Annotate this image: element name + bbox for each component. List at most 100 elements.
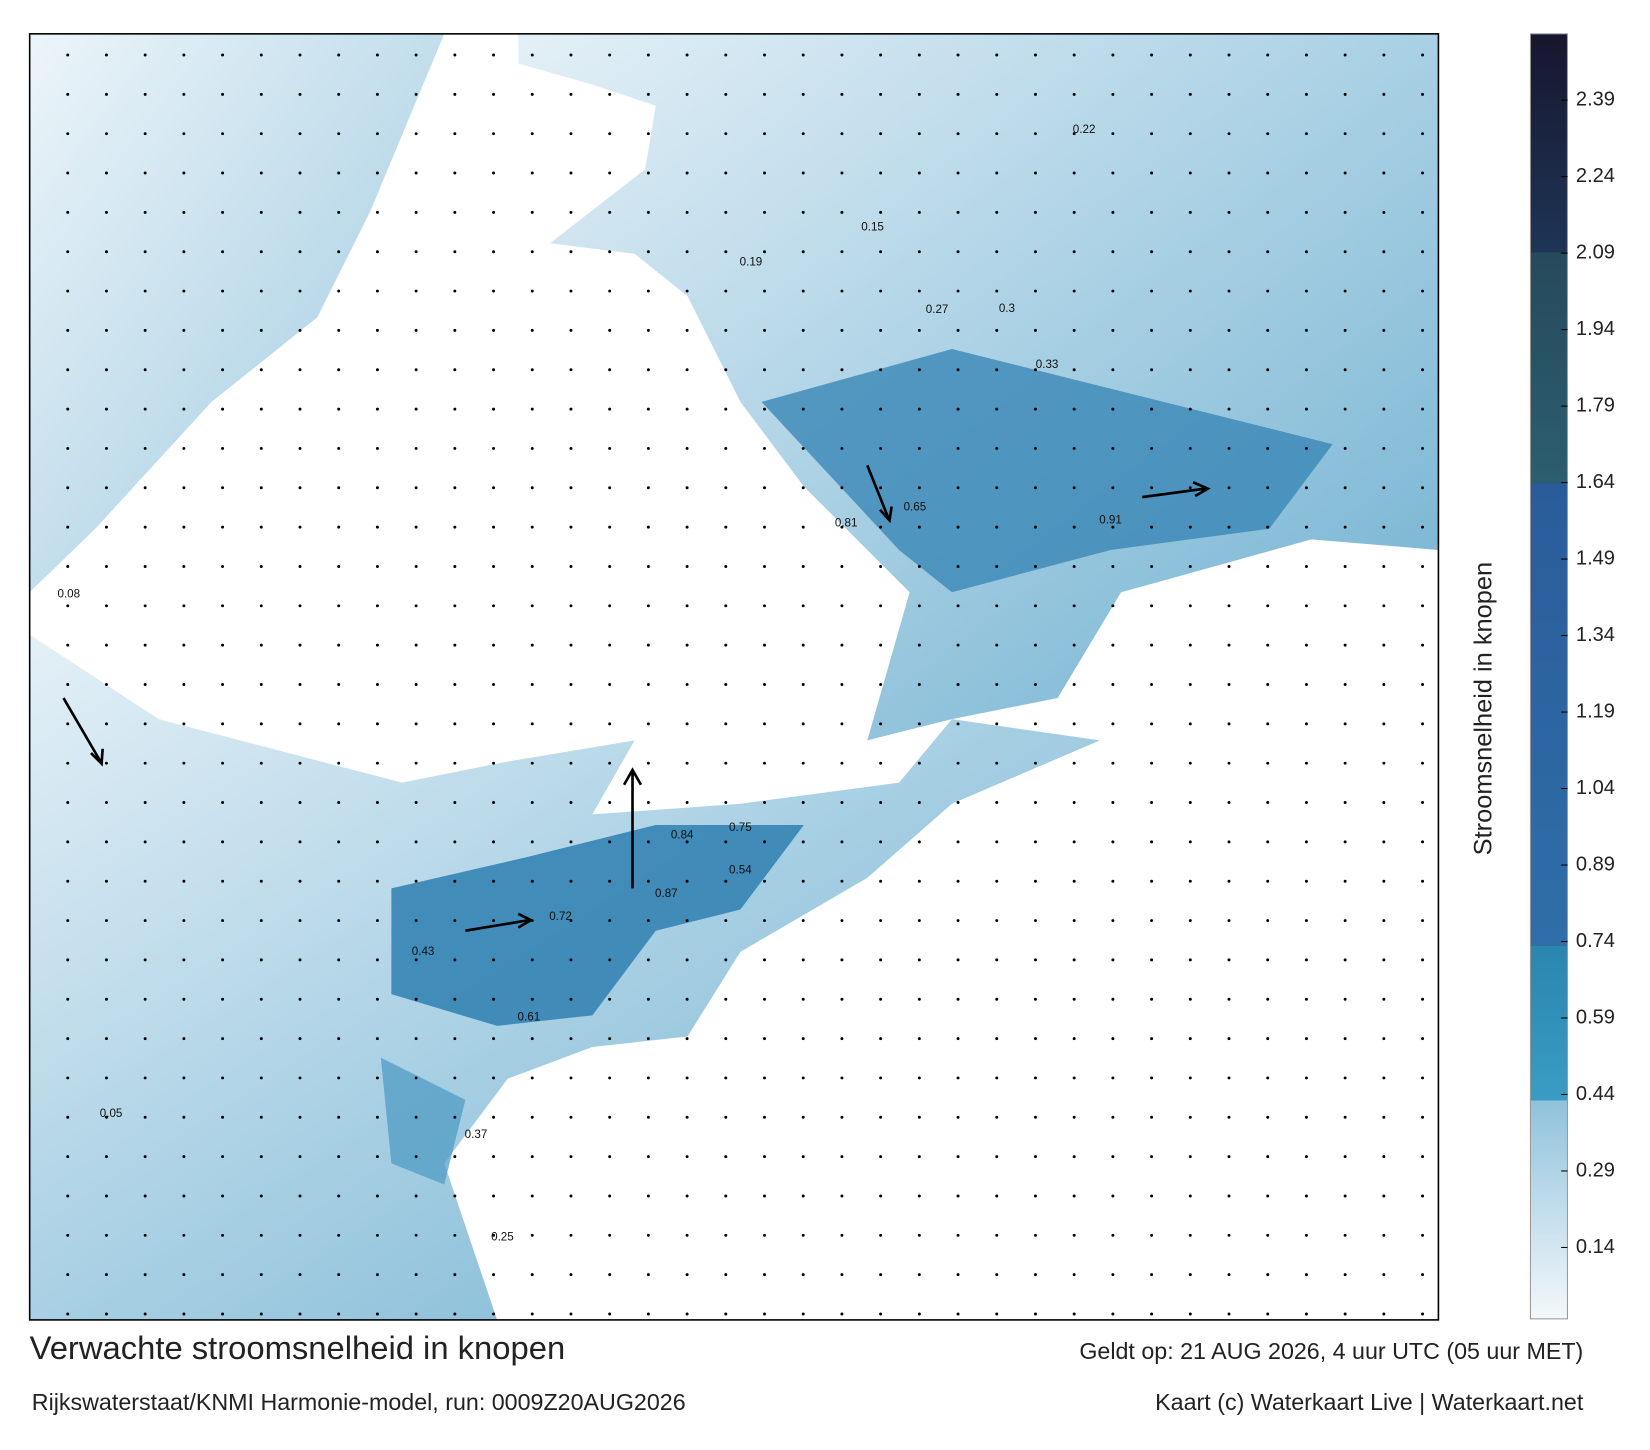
grid-dot: [1033, 92, 1037, 96]
grid-dot: [1033, 486, 1037, 490]
grid-dot: [1343, 486, 1347, 490]
grid-dot: [298, 250, 302, 254]
grid-dot: [1150, 1233, 1154, 1237]
grid-dot: [259, 92, 263, 96]
speed-label: 0.15: [861, 220, 884, 233]
grid-dot: [1304, 525, 1308, 529]
grid-dot: [1266, 1194, 1270, 1198]
grid-dot: [298, 1076, 302, 1080]
grid-dot: [1421, 919, 1425, 923]
grid-dot: [763, 722, 766, 726]
grid-dot: [879, 486, 883, 490]
grid-dot: [1150, 289, 1154, 293]
grid-dot: [1382, 1312, 1386, 1316]
grid-dot: [1033, 368, 1037, 372]
grid-dot: [801, 1115, 805, 1119]
grid-dot: [104, 958, 108, 962]
grid-dot: [801, 604, 805, 608]
grid-dot: [298, 564, 302, 568]
grid-dot: [337, 1037, 341, 1041]
grid-dot: [1343, 643, 1347, 647]
grid-dot: [879, 801, 883, 805]
grid-dot: [1227, 1233, 1231, 1237]
grid-dot: [1227, 1194, 1231, 1198]
grid-dot: [1304, 92, 1308, 96]
grid-dot: [763, 1233, 766, 1237]
grid-dot: [530, 210, 534, 214]
grid-dot: [956, 801, 960, 805]
grid-dot: [414, 958, 418, 962]
grid-dot: [917, 1115, 921, 1119]
grid-dot: [337, 486, 341, 490]
grid-dot: [840, 1115, 844, 1119]
grid-dot: [1304, 761, 1308, 765]
grid-dot: [917, 486, 921, 490]
grid-dot: [569, 879, 573, 883]
grid-dot: [182, 289, 186, 293]
grid-dot: [685, 604, 689, 608]
grid-dot: [1382, 801, 1386, 805]
grid-dot: [917, 643, 921, 647]
grid-dot: [1033, 328, 1037, 332]
grid-dot: [375, 1194, 379, 1198]
grid-dot: [1304, 289, 1308, 293]
grid-dot: [1033, 407, 1037, 411]
grid-dot: [840, 250, 844, 254]
grid-dot: [1111, 919, 1115, 923]
grid-dot: [453, 368, 457, 372]
colorbar-tick-label: 1.94: [1576, 318, 1615, 340]
grid-dot: [569, 1115, 573, 1119]
grid-dot: [182, 564, 186, 568]
grid-dot: [917, 564, 921, 568]
grid-dot: [608, 368, 612, 372]
grid-dot: [1033, 919, 1037, 923]
grid-dot: [1072, 171, 1076, 175]
grid-dot: [492, 840, 496, 844]
grid-dot: [1072, 289, 1076, 293]
grid-dot: [1227, 643, 1231, 647]
grid-dot: [995, 289, 999, 293]
grid-dot: [917, 368, 921, 372]
grid-dot: [763, 92, 766, 96]
grid-dot: [1033, 1115, 1037, 1119]
grid-dot: [995, 250, 999, 254]
grid-dot: [724, 879, 728, 883]
grid-dot: [1150, 486, 1154, 490]
grid-dot: [1072, 132, 1076, 136]
grid-dot: [608, 1076, 612, 1080]
grid-dot: [1266, 446, 1270, 450]
grid-dot: [492, 958, 496, 962]
grid-dot: [1150, 1076, 1154, 1080]
grid-dot: [221, 1312, 225, 1316]
grid-dot: [1266, 1273, 1270, 1277]
grid-dot: [453, 958, 457, 962]
grid-dot: [1150, 446, 1154, 450]
grid-dot: [1150, 250, 1154, 254]
grid-dot: [608, 53, 612, 57]
grid-dot: [1033, 1194, 1037, 1198]
grid-dot: [956, 1076, 960, 1080]
grid-dot: [801, 1273, 805, 1277]
grid-dot: [530, 250, 534, 254]
grid-dot: [221, 328, 225, 332]
grid-dot: [1111, 486, 1115, 490]
grid-dot: [763, 1155, 766, 1159]
grid-dot: [1111, 289, 1115, 293]
grid-dot: [414, 1194, 418, 1198]
grid-dot: [1033, 289, 1037, 293]
grid-dot: [182, 683, 186, 686]
grid-dot: [646, 643, 650, 647]
grid-dot: [724, 407, 728, 411]
grid-dot: [259, 486, 263, 490]
grid-dot: [1266, 1115, 1270, 1119]
grid-dot: [1033, 958, 1037, 962]
grid-dot: [375, 958, 379, 962]
grid-dot: [414, 1076, 418, 1080]
grid-dot: [143, 210, 147, 214]
map: 0.87 0.84 0.75 0.91 0.81 0.65 0.72 0.61 0.43 0.37…: [29, 33, 1439, 1320]
grid-dot: [143, 1115, 147, 1119]
grid-dot: [1343, 604, 1347, 608]
grid-dot: [879, 1076, 883, 1080]
grid-dot: [956, 1037, 960, 1041]
grid-dot: [1227, 997, 1231, 1001]
